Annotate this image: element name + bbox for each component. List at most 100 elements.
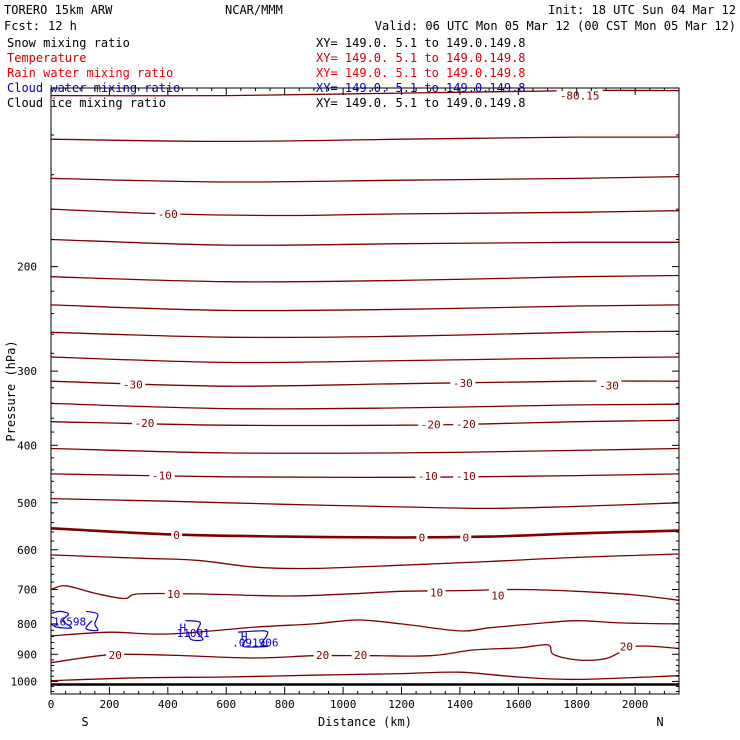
fcst-value: 12 h [48,19,77,33]
isotherm-m50 [51,274,679,283]
cloud-water-label: H [241,630,248,643]
isotherm-m55 [51,238,679,246]
field-xy-snow: XY= 149.0. 5.1 to 149.0.149.8 [316,36,526,50]
center-title: NCAR/MMM [225,3,283,17]
isotherm-label: 10 [167,588,180,601]
isotherm-25 [51,671,679,682]
y-axis-label: Pressure (hPa) [4,340,18,441]
cloud-water-contour [85,610,99,632]
isotherm-5 [51,553,679,570]
y-tick-label: 400 [17,439,37,452]
plot-area: -60 -30 -30 -30 -20 -20 -20 -10 -10 -10 0 0 0 10 10 10 2… [51,88,679,686]
cloud-water-contour [237,630,269,648]
contour-label-bg [453,416,479,430]
x-tick-label: 800 [275,698,295,711]
isotherm-label: 20 [316,649,329,662]
isotherm-label: -80.15 [560,90,600,103]
init-time: Init: 18 UTC Sun 04 Mar 12 [548,3,736,17]
x-tick-label: 1000 [330,698,357,711]
contour-label-bg [164,586,183,600]
cloud-water-label: H [180,621,187,634]
isotherm-m40 [51,330,679,339]
x-tick-label: 1800 [564,698,591,711]
field-label-snow: Snow mixing ratio [7,36,130,50]
axes: 0 200 400 600 800 1000 1200 1400 1600 1800 2000200… [4,87,680,729]
contour-label-bg [120,377,146,391]
isotherm-m65 [51,175,679,183]
x-tick-label: 1600 [505,698,532,711]
contour-label-bg [450,375,476,389]
isotherm-label: 20 [354,649,367,662]
y-tick-label: 1000 [11,675,38,688]
y-tick-label: 900 [17,648,37,661]
isotherm-label: -30 [123,379,143,392]
isotherm-label: 10 [430,586,443,599]
y-tick-label: 200 [17,261,37,274]
field-xy-rain: XY= 149.0. 5.1 to 149.0.149.8 [316,66,526,80]
contour-label-bg [313,648,332,662]
x-axis-label: Distance (km) [318,715,412,729]
isotherm-label: 20 [109,649,122,662]
model-title: TORERO 15km ARW [4,3,113,17]
contour-label-bg [131,416,157,430]
cloud-water-label: .091906 [232,637,278,650]
isotherm-m70 [51,136,679,143]
plot-frame [50,87,680,695]
x-tick-label: 200 [99,698,119,711]
field-list: Snow mixing ratio XY= 149.0. 5.1 to 149.… [7,36,526,110]
x-tick-label: 2000 [622,698,649,711]
field-label-rain: Rain water mixing ratio [7,66,173,80]
isotherm-20 [51,644,679,664]
contour-group [51,89,679,686]
y-tick-label: 500 [17,497,37,510]
y-tick-label: 300 [17,365,37,378]
isotherm-label: 20 [620,640,633,653]
isotherm-label: 0 [419,531,426,544]
contour-label-bg [149,468,175,482]
contour-label-bg [427,585,446,599]
contour-label-bg [596,378,622,392]
cloud-water-label: 16598 [53,616,86,629]
isotherm-label: -10 [456,470,476,483]
y-tick-label: 800 [17,618,37,631]
isotherm-label: -30 [599,379,619,392]
isotherm-m25 [51,402,679,410]
isotherm-m45 [51,304,679,312]
isotherm-label: -10 [152,470,172,483]
contour-label-bg [155,206,181,220]
isotherm-m35 [51,356,679,364]
x-tick-label: 1400 [447,698,474,711]
y-tick-label: 700 [17,584,37,597]
isotherm-15 [51,619,679,637]
isotherm-m15 [51,447,679,454]
cloud-water-label: 11091 [177,627,210,640]
valid-time: Valid: 06 UTC Mon 05 Mar 12 (00 CST Mon … [375,19,736,33]
field-label-temperature: Temperature [7,51,86,65]
isotherm-label: 0 [173,529,180,542]
isotherm-m5 [51,497,679,510]
fcst-label: Fcst: [4,19,40,33]
isotherm-label: -60 [158,208,178,221]
contour-label-bg [416,530,428,544]
isotherm-label: -20 [135,417,155,430]
field-xy-temperature: XY= 149.0. 5.1 to 149.0.149.8 [316,51,526,65]
contour-label-bg [351,648,370,662]
contour-label-bg [453,469,479,483]
isotherm-10 [51,585,679,601]
contour-label-bg [617,639,636,653]
contour-label-bg [556,88,603,102]
contour-label-bg [171,528,183,542]
cloud-water-contour [51,610,73,629]
contour-label-bg [415,469,441,483]
isotherm-label: -20 [421,418,441,431]
x-end-label-left: S [81,715,88,729]
x-tick-label: 600 [216,698,236,711]
isotherm-m60 [51,208,679,217]
contour-label-bg [418,417,444,431]
contour-label-bg [488,588,507,602]
isotherm-label: -30 [453,377,473,390]
x-end-label-right: N [656,715,663,729]
isotherm-label: -20 [456,418,476,431]
isotherm-0 [51,527,679,539]
